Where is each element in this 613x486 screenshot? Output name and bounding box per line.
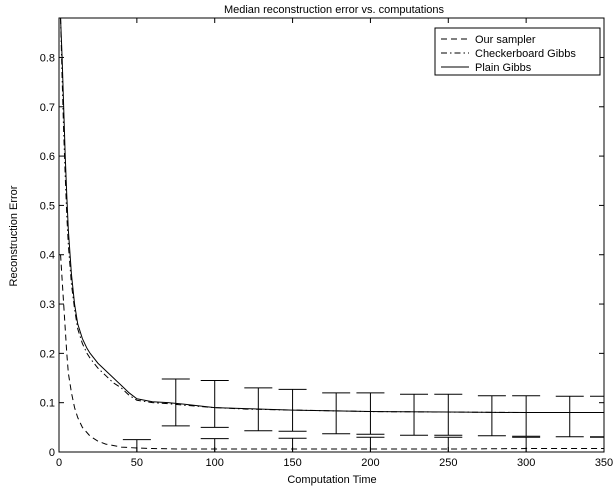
x-tick-label: 100 [206,457,224,469]
x-tick-label: 350 [595,457,613,469]
y-tick-label: 0.2 [40,348,55,360]
legend: Our sampler Checkerboard Gibbs Plain Gibbs [434,27,601,76]
errorbar-2-5 [356,392,385,435]
legend-label: Plain Gibbs [475,62,532,74]
plot-frame [58,17,605,453]
x-tick-label: 250 [439,457,457,469]
errorbar-2-6 [400,393,429,436]
series-line-0 [60,254,604,450]
x-tick-label: 150 [283,457,301,469]
y-tick-label: 0.4 [40,250,55,262]
errorbar-2-0 [161,378,190,427]
errorbar-2-9 [512,395,541,437]
errorbar-2-3 [278,388,307,432]
errorbar-2-2 [244,387,273,432]
legend-label: Our sampler [475,34,536,46]
errorbar-2-10 [555,395,584,438]
y-tick-label: 0.8 [40,52,55,64]
y-tick-label: 0.3 [40,299,55,311]
errorbar-2-8 [477,395,506,437]
errorbar-2-11 [590,395,604,438]
y-tick-label: 0 [49,447,55,459]
series-line-1 [60,18,604,414]
x-tick-label: 300 [517,457,535,469]
errorbar-2-4 [322,392,351,435]
x-tick-label: 0 [56,457,62,469]
y-tick-label: 0.7 [40,102,55,114]
errorbar-2-7 [434,393,463,436]
x-tick-label: 50 [131,457,143,469]
x-axis-title: Computation Time [287,474,376,486]
legend-label: Checkerboard Gibbs [475,48,576,60]
x-tick-label: 200 [361,457,379,469]
chart-title: Median reconstruction error vs. computat… [224,4,445,16]
errorbar-2-1 [200,379,229,428]
y-tick-label: 0.1 [40,398,55,410]
y-axis: 0 0.1 0.2 0.3 0.4 0.5 0.6 0.7 0.8 [40,52,604,459]
errorbar-0-6 [590,436,604,452]
x-axis: 0 50 100 150 200 250 300 350 [56,18,613,469]
series-layer [60,18,604,452]
series-line-2 [60,18,604,414]
y-tick-label: 0.5 [40,200,55,212]
y-tick-label: 0.6 [40,151,55,163]
y-axis-title: Reconstruction Error [8,185,20,286]
